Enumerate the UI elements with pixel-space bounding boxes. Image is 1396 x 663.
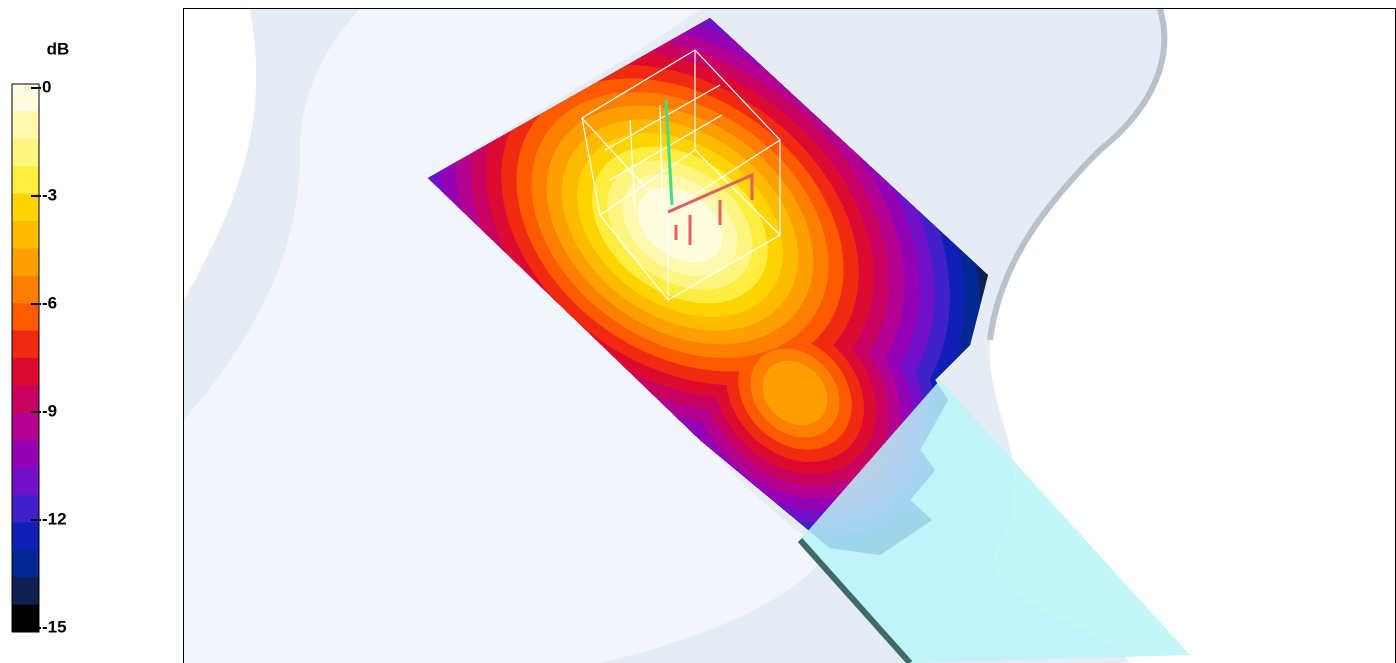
slab-edge [797, 538, 913, 663]
antenna [667, 172, 754, 245]
colorbar-band [12, 193, 39, 222]
colorbar-band [12, 549, 39, 578]
colorbar-band [12, 412, 39, 441]
colorbar-tick-label: -6 [42, 293, 57, 312]
colorbar-band [12, 248, 39, 277]
body-surface-front [184, 9, 830, 663]
colorbar-band [12, 358, 39, 386]
colorbar-band [12, 111, 39, 140]
colorbar-band [12, 385, 39, 414]
colorbar-band [12, 166, 39, 195]
colorbar: dB 0 -3 -6 -9 -12 -15 [11, 39, 70, 636]
contour [637, 187, 723, 263]
colorbar-tick-label: -15 [42, 617, 67, 636]
render-view [184, 9, 1396, 663]
colorbar-tick-label: 0 [42, 77, 51, 96]
colorbar-band [12, 303, 39, 332]
colorbar-frame [11, 83, 40, 633]
colorbar-band [12, 440, 39, 469]
colorbar-tick-label: -12 [42, 509, 67, 528]
colorbar-tick-label: -3 [42, 185, 57, 204]
colorbar-band [12, 522, 39, 551]
colorbar-band [12, 221, 39, 249]
colorbar-band [12, 138, 39, 167]
colorbar-band [12, 467, 39, 496]
colorbar-band [12, 330, 39, 359]
surface-edge [987, 9, 1168, 341]
slab [800, 380, 1190, 663]
colorbar-band [12, 495, 39, 523]
colorbar-title: dB [47, 39, 70, 58]
colorbar-band [12, 577, 39, 606]
colorbar-tick-label: -9 [42, 401, 57, 420]
wireframe [581, 49, 781, 301]
contour [762, 360, 828, 426]
colorbar-band [12, 275, 39, 304]
feed [664, 99, 674, 206]
